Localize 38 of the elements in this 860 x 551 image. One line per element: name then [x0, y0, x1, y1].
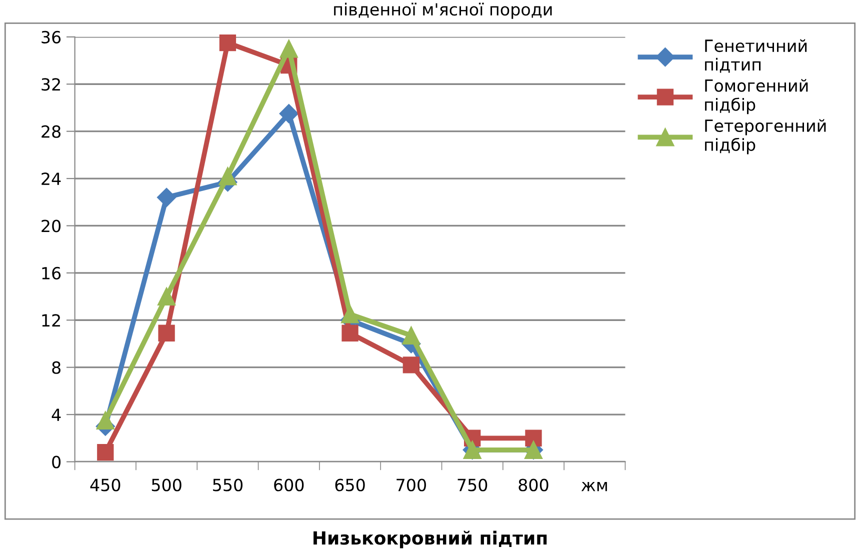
y-tick-label: 4 — [52, 408, 61, 421]
y-tick-label: 24 — [42, 172, 61, 185]
y-tick-label: 28 — [42, 125, 60, 138]
legend-label: Гомогенний підбір — [705, 79, 808, 114]
x-tick-label: 550 — [213, 478, 243, 492]
point — [342, 324, 358, 342]
x-tick-label: 450 — [90, 478, 120, 492]
x-tick-label: 600 — [274, 478, 304, 492]
point — [280, 40, 298, 58]
point — [218, 167, 237, 186]
legend-label: Генетичний підтип — [705, 39, 807, 73]
x-axis-title: Низькокровний підтип — [314, 530, 547, 548]
y-tick-label: 20 — [42, 220, 61, 232]
legend-label: Гетерогенний підбір — [705, 119, 826, 154]
point — [97, 444, 114, 461]
point — [157, 188, 176, 207]
y-tick-label: 36 — [42, 30, 61, 44]
x-tick-label: 700 — [396, 478, 426, 492]
point — [96, 411, 114, 430]
point — [158, 288, 176, 306]
y-tick-label: 32 — [42, 78, 60, 91]
y-tick-label: 0 — [52, 456, 61, 468]
point — [402, 356, 420, 374]
point — [279, 104, 298, 124]
point — [340, 305, 360, 324]
point — [158, 324, 175, 342]
x-tick-label: 750 — [458, 478, 488, 492]
x-tick-label: 800 — [518, 478, 548, 492]
chart-title: південної м'ясної породи — [334, 2, 552, 19]
point — [525, 430, 542, 446]
point — [219, 34, 236, 52]
y-tick-label: 8 — [52, 361, 60, 374]
point — [402, 326, 420, 344]
x-tick-label: жм — [581, 482, 607, 492]
y-tick-label: 16 — [42, 266, 61, 280]
y-tick-label: 12 — [42, 314, 60, 326]
x-tick-label: 650 — [335, 478, 365, 492]
x-tick-label: 500 — [152, 478, 182, 492]
